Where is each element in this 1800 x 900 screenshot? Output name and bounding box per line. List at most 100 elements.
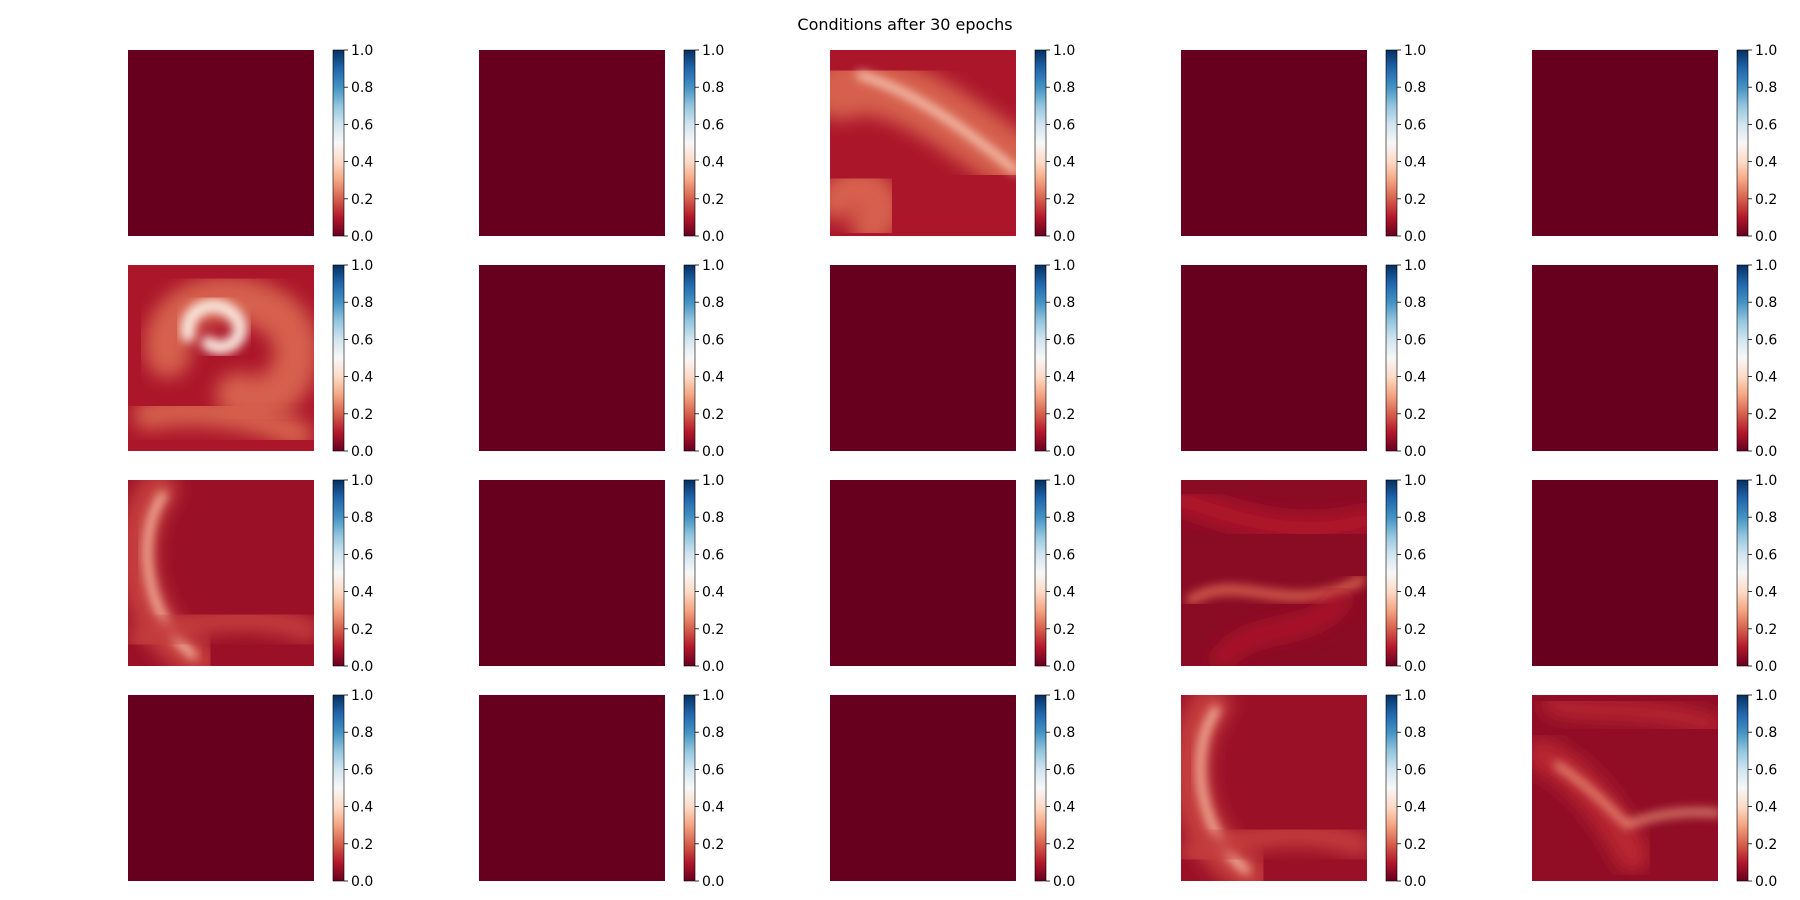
colorbar-tick-label: 1.0 — [351, 43, 373, 59]
panel: 0.0 0.2 0.4 0.6 0.8 1.0 — [479, 688, 724, 890]
heatmap-background — [479, 50, 665, 236]
colorbar-gradient — [1737, 695, 1748, 881]
colorbar-frame — [332, 694, 345, 882]
colorbar-tick-label: 0.4 — [351, 800, 373, 816]
panel: 0.0 0.2 0.4 0.6 0.8 1.0 — [1181, 43, 1426, 245]
panel: 0.0 0.2 0.4 0.6 0.8 1.0 — [479, 473, 724, 675]
panel: 0.0 0.2 0.4 0.6 0.8 1.0 — [830, 258, 1075, 460]
colorbar-tick-label: 0.0 — [1053, 659, 1075, 675]
colorbar-frame — [1736, 264, 1749, 452]
field-texture — [1181, 821, 1367, 868]
heatmap-image — [830, 695, 1016, 881]
colorbar-tick-label: 0.6 — [1404, 332, 1426, 348]
colorbar-tick-label: 0.6 — [1404, 762, 1426, 778]
colorbar-tick-label: 0.4 — [1404, 800, 1426, 816]
colorbar-gradient — [1737, 480, 1748, 666]
colorbar-tick-label: 0.6 — [351, 547, 373, 563]
heatmap-image — [1532, 50, 1718, 236]
heatmap-image — [128, 695, 314, 881]
colorbar-tick-label: 0.0 — [1755, 874, 1777, 890]
colorbar-tick-label: 0.4 — [1755, 370, 1777, 386]
colorbar-tick-label: 0.0 — [351, 874, 373, 890]
colorbar-frame — [1034, 479, 1047, 667]
colorbar-tick-label: 0.4 — [1755, 585, 1777, 601]
heatmap-background — [1181, 265, 1367, 451]
colorbar-tick-label: 1.0 — [1053, 473, 1075, 489]
colorbar: 0.0 0.2 0.4 0.6 0.8 1.0 — [1385, 473, 1426, 675]
colorbar-tick-label: 0.8 — [351, 725, 373, 741]
colorbar-frame — [1736, 49, 1749, 237]
heatmap-image — [1532, 480, 1718, 666]
colorbar-tick-label: 1.0 — [1404, 688, 1426, 704]
colorbar-tick-label: 0.8 — [351, 80, 373, 96]
colorbar-tick-label: 1.0 — [702, 688, 724, 704]
colorbar-gradient — [1035, 695, 1046, 881]
colorbar-tick-label: 0.2 — [351, 622, 373, 638]
colorbar-tick-label: 0.6 — [702, 332, 724, 348]
colorbar-tick-label: 0.4 — [1755, 155, 1777, 171]
colorbar-tick-label: 1.0 — [1755, 473, 1777, 489]
colorbar-gradient — [1386, 695, 1397, 881]
colorbar: 0.0 0.2 0.4 0.6 0.8 1.0 — [332, 258, 373, 460]
panel: 0.0 0.2 0.4 0.6 0.8 1.0 — [1532, 688, 1777, 890]
panel: 0.0 0.2 0.4 0.6 0.8 1.0 — [479, 43, 724, 245]
colorbar-gradient — [333, 480, 344, 666]
field-texture — [1212, 591, 1350, 666]
colorbar-frame — [683, 479, 696, 667]
colorbar-tick-label: 0.2 — [1053, 622, 1075, 638]
colorbar: 0.0 0.2 0.4 0.6 0.8 1.0 — [1385, 43, 1426, 245]
heatmap-image — [479, 695, 665, 881]
colorbar: 0.0 0.2 0.4 0.6 0.8 1.0 — [1034, 688, 1075, 890]
colorbar: 0.0 0.2 0.4 0.6 0.8 1.0 — [683, 688, 724, 890]
colorbar-frame — [1034, 264, 1047, 452]
heatmap-background — [128, 695, 314, 881]
colorbar-tick-label: 0.4 — [1404, 585, 1426, 601]
colorbar-gradient — [684, 480, 695, 666]
colorbar-frame — [1736, 694, 1749, 882]
colorbar-tick-label: 0.2 — [1053, 192, 1075, 208]
colorbar-tick-label: 0.2 — [702, 622, 724, 638]
heatmap-image — [128, 265, 314, 451]
colorbar-frame — [332, 479, 345, 667]
colorbar-gradient — [1386, 265, 1397, 451]
colorbar-gradient — [1737, 265, 1748, 451]
colorbar-tick-label: 0.4 — [351, 370, 373, 386]
colorbar-tick-label: 0.4 — [1404, 155, 1426, 171]
colorbar-tick-label: 0.6 — [351, 762, 373, 778]
colorbar-tick-label: 1.0 — [351, 473, 373, 489]
colorbar-tick-label: 1.0 — [702, 43, 724, 59]
colorbar-frame — [1385, 479, 1398, 667]
colorbar-tick-label: 0.6 — [1053, 762, 1075, 778]
colorbar-tick-label: 0.0 — [1404, 444, 1426, 460]
panel: 0.0 0.2 0.4 0.6 0.8 1.0 — [830, 688, 1075, 890]
colorbar-tick-label: 0.8 — [702, 510, 724, 526]
colorbar-tick-label: 0.8 — [702, 725, 724, 741]
colorbar-tick-label: 0.0 — [702, 874, 724, 890]
heatmap-background — [1532, 480, 1718, 666]
field-filament — [1186, 575, 1366, 605]
colorbar-tick-label: 0.8 — [351, 295, 373, 311]
colorbar-tick-label: 0.6 — [1404, 117, 1426, 133]
heatmap-image — [830, 50, 1016, 236]
colorbar-tick-label: 0.0 — [1755, 659, 1777, 675]
field-texture — [1542, 695, 1718, 735]
colorbar-tick-label: 1.0 — [1755, 43, 1777, 59]
colorbar-frame — [1736, 479, 1749, 667]
field-texture — [1181, 487, 1367, 541]
colorbar-tick-label: 1.0 — [351, 258, 373, 274]
colorbar-tick-label: 1.0 — [1755, 688, 1777, 704]
panel: 0.0 0.2 0.4 0.6 0.8 1.0 — [1181, 473, 1426, 675]
colorbar-tick-label: 0.8 — [1404, 510, 1426, 526]
colorbar-tick-label: 0.4 — [1053, 800, 1075, 816]
heatmap-image — [479, 480, 665, 666]
colorbar-tick-label: 0.8 — [1053, 80, 1075, 96]
panel: 0.0 0.2 0.4 0.6 0.8 1.0 — [830, 473, 1075, 675]
heatmap-image — [1532, 695, 1718, 881]
colorbar-tick-label: 0.0 — [702, 229, 724, 245]
heatmap-image — [1181, 50, 1367, 236]
colorbar-frame — [1385, 264, 1398, 452]
colorbar-tick-label: 0.6 — [702, 547, 724, 563]
colorbar-tick-label: 0.4 — [1755, 800, 1777, 816]
panel: 0.0 0.2 0.4 0.6 0.8 1.0 — [479, 258, 724, 460]
colorbar-tick-label: 0.0 — [702, 444, 724, 460]
